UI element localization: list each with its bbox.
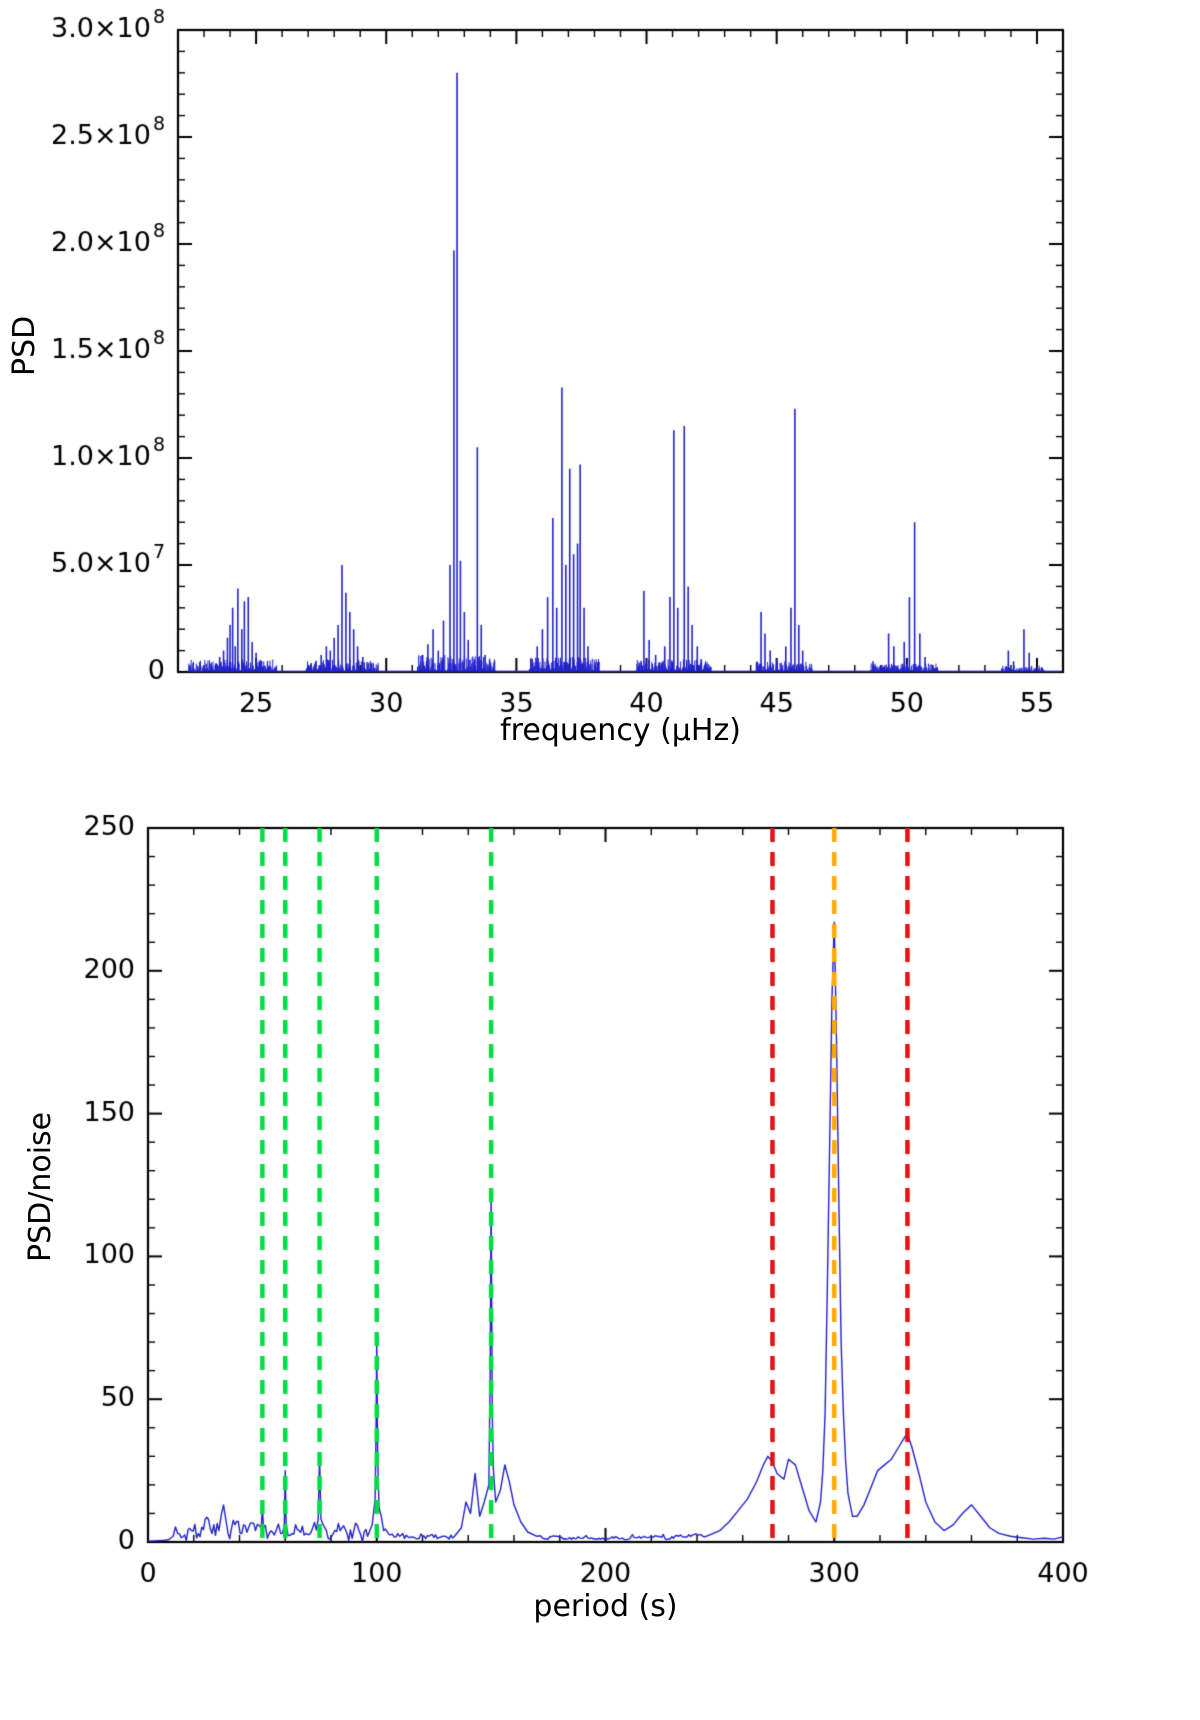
- bottom-chart-x-axis-label: period (s): [533, 1589, 678, 1624]
- psd-noise-vs-period-chart: [0, 790, 1200, 1720]
- top-chart-x-axis-label: frequency (μHz): [500, 713, 741, 748]
- bottom-chart-y-axis-label: PSD/noise: [23, 1111, 58, 1262]
- top-chart-y-axis-label: PSD: [7, 315, 42, 376]
- psd-vs-frequency-chart: [0, 0, 1200, 790]
